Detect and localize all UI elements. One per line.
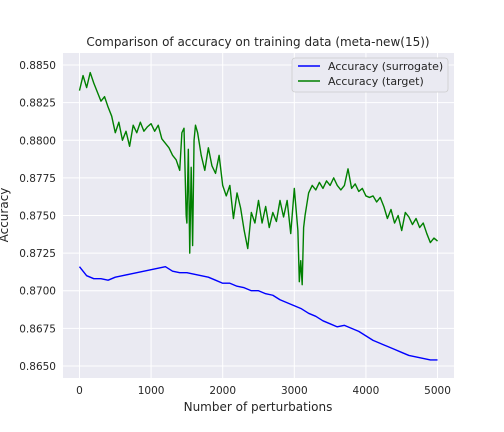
series-lines	[78, 71, 438, 361]
y-tick-label: 0.8850	[19, 60, 56, 72]
x-tick-label: 0	[76, 385, 83, 397]
y-tick-label: 0.8650	[19, 361, 56, 373]
legend-label-target: Accuracy (target)	[328, 75, 424, 88]
series-line-surrogate	[78, 265, 438, 361]
series-line-target	[78, 71, 438, 286]
y-tick-label: 0.8700	[19, 286, 56, 298]
x-axis-label: Number of perturbations	[184, 400, 333, 414]
y-tick-label: 0.8825	[19, 98, 56, 110]
y-tick-label: 0.8775	[19, 173, 56, 185]
legend: Accuracy (surrogate) Accuracy (target)	[291, 57, 449, 93]
x-tick-label: 2000	[209, 385, 236, 397]
y-tick-label: 0.8750	[19, 211, 56, 223]
y-tick-label: 0.8800	[19, 135, 56, 147]
legend-box	[291, 57, 449, 93]
x-tick-label: 5000	[424, 385, 451, 397]
x-tick-label: 3000	[281, 385, 308, 397]
chart-title: Comparison of accuracy on training data …	[86, 35, 429, 49]
y-tick-labels: 0.8650 0.8675 0.8700 0.8725 0.8750 0.8775 0.88…	[19, 60, 56, 373]
legend-label-surrogate: Accuracy (surrogate)	[328, 60, 443, 73]
y-tick-label: 0.8675	[19, 323, 56, 335]
x-tick-labels: 0 1000 2000 3000 4000 5000	[76, 385, 451, 397]
x-tick-label: 1000	[138, 385, 165, 397]
y-axis-label: Accuracy	[0, 188, 11, 243]
x-tick-label: 4000	[353, 385, 380, 397]
y-tick-label: 0.8725	[19, 248, 56, 260]
